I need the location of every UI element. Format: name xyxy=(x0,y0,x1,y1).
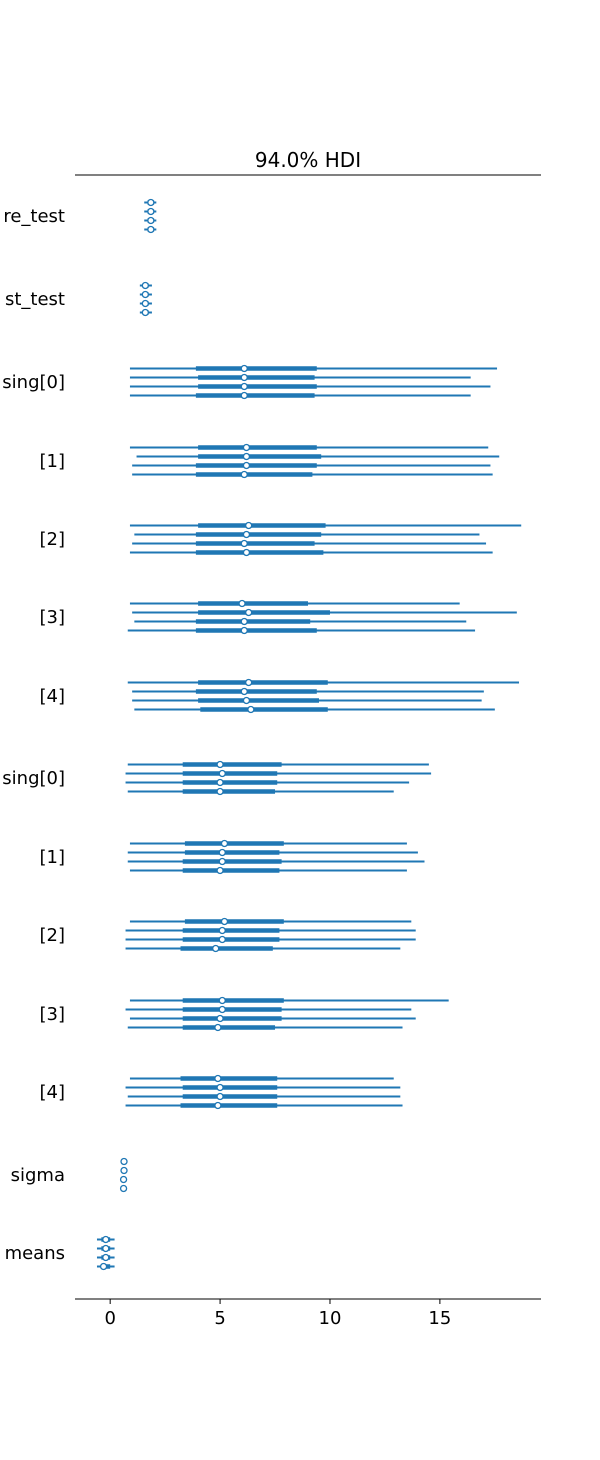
mean-point xyxy=(240,626,248,635)
mean-point xyxy=(214,1101,222,1110)
mean-point xyxy=(240,364,248,373)
row-label: [3] xyxy=(40,607,66,628)
mean-point xyxy=(216,1092,224,1101)
mean-point xyxy=(220,839,229,848)
forest-row: [1] xyxy=(40,443,500,479)
forest-row: [4] xyxy=(40,678,520,714)
forest-row: [2] xyxy=(40,521,522,557)
mean-point xyxy=(102,1253,110,1262)
mean-point xyxy=(238,599,246,608)
mean-point xyxy=(119,1184,128,1193)
mean-point xyxy=(247,705,255,714)
mean-point xyxy=(147,198,155,207)
x-tick-label: 0 xyxy=(104,1308,115,1329)
mean-point xyxy=(242,696,251,705)
mean-point xyxy=(214,1074,222,1083)
mean-point xyxy=(147,225,155,234)
mean-point xyxy=(242,461,251,470)
mean-point xyxy=(245,678,253,687)
mean-point xyxy=(242,443,251,452)
x-tick-label: 5 xyxy=(214,1308,225,1329)
mean-point xyxy=(240,470,248,479)
mean-point xyxy=(218,996,226,1005)
row-label: [4] xyxy=(40,686,66,707)
mean-point xyxy=(216,866,224,875)
mean-point xyxy=(245,521,253,530)
row-label: [1] xyxy=(40,451,66,472)
row-label: st_test xyxy=(5,289,65,310)
mean-point xyxy=(212,944,220,953)
forest-row: [3] xyxy=(40,599,517,635)
x-tick-label: 15 xyxy=(428,1308,451,1329)
mean-point xyxy=(141,308,149,317)
mean-point xyxy=(240,391,248,400)
row-label: [1] xyxy=(40,847,66,868)
mean-point xyxy=(218,769,226,778)
mean-point xyxy=(218,935,226,944)
forest-row: [3] xyxy=(40,996,449,1032)
forest-row: means xyxy=(5,1235,115,1271)
mean-point xyxy=(240,539,248,548)
mean-point xyxy=(216,787,224,796)
mean-point xyxy=(141,281,149,290)
mean-point xyxy=(102,1244,110,1253)
mean-point xyxy=(218,1005,226,1014)
mean-point xyxy=(147,207,155,216)
mean-point xyxy=(214,1023,222,1032)
forest-row: sigma xyxy=(11,1157,128,1193)
mean-point xyxy=(102,1235,110,1244)
mean-point xyxy=(216,1083,224,1092)
mean-point xyxy=(220,917,229,926)
mean-point xyxy=(218,926,226,935)
forest-row: [1] xyxy=(40,839,425,875)
mean-point xyxy=(216,778,224,787)
mean-point xyxy=(120,1157,128,1166)
mean-point xyxy=(240,373,248,382)
mean-point xyxy=(147,216,155,225)
row-label: sing[0] xyxy=(2,768,65,789)
row-label: sing[0] xyxy=(2,372,65,393)
mean-point xyxy=(216,1014,224,1023)
row-label: [4] xyxy=(40,1082,66,1103)
row-label: re_test xyxy=(3,206,65,227)
forest-row: sing[0] xyxy=(2,364,498,400)
rows-layer: re_test st_test sing[0] [1] [2] [3] [4] sing[0]… xyxy=(2,198,522,1271)
row-label: [2] xyxy=(40,925,66,946)
mean-point xyxy=(218,857,226,866)
row-label: sigma xyxy=(11,1165,65,1186)
forest-row: [4] xyxy=(40,1074,403,1110)
mean-point xyxy=(218,848,226,857)
mean-point xyxy=(141,299,149,308)
mean-point xyxy=(240,687,248,696)
mean-point xyxy=(245,608,253,617)
row-label: means xyxy=(5,1243,65,1264)
mean-point xyxy=(242,452,251,461)
x-ticks: 0 5 10 15 xyxy=(104,1299,451,1329)
forest-row: st_test xyxy=(5,281,152,317)
mean-point xyxy=(240,617,248,626)
mean-point xyxy=(242,548,251,557)
mean-point xyxy=(119,1175,128,1184)
row-label: [2] xyxy=(40,529,66,550)
forest-row: sing[0] xyxy=(2,760,432,796)
mean-point xyxy=(99,1262,108,1271)
forest-row: [2] xyxy=(40,917,416,953)
mean-point xyxy=(242,530,251,539)
mean-point xyxy=(120,1166,128,1175)
mean-point xyxy=(240,382,248,391)
row-label: [3] xyxy=(40,1004,66,1025)
mean-point xyxy=(216,760,224,769)
chart-title: 94.0% HDI xyxy=(255,148,361,172)
x-tick-label: 10 xyxy=(319,1308,342,1329)
mean-point xyxy=(141,290,149,299)
forest-row: re_test xyxy=(3,198,157,234)
